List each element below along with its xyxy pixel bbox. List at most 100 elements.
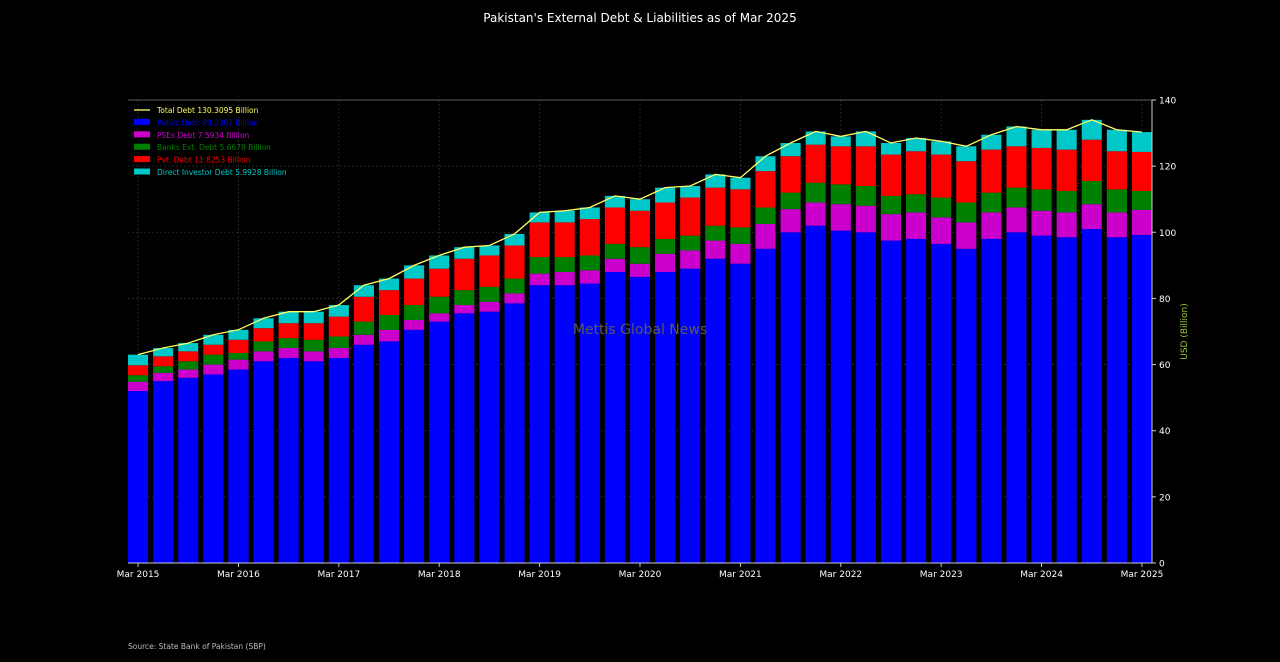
x-tick-label: Mar 2024 bbox=[1020, 570, 1063, 580]
bar-pses-0 bbox=[128, 381, 149, 392]
bar-pses-29 bbox=[855, 205, 876, 233]
x-tick-label: Mar 2019 bbox=[518, 570, 561, 580]
legend-swatch-1 bbox=[134, 131, 150, 138]
bar-public-3 bbox=[203, 374, 224, 563]
bar-pvt-22 bbox=[680, 197, 701, 236]
bar-pvt-29 bbox=[855, 146, 876, 186]
bar-public-22 bbox=[680, 268, 701, 563]
bar-pses-6 bbox=[278, 348, 299, 358]
bar-direct-30 bbox=[880, 142, 902, 155]
x-tick-label: Mar 2022 bbox=[819, 570, 862, 580]
bar-public-18 bbox=[579, 283, 600, 563]
bar-direct-37 bbox=[1056, 129, 1077, 150]
bar-banks-36 bbox=[1031, 189, 1052, 211]
bar-pvt-32 bbox=[931, 154, 952, 198]
bar-banks-26 bbox=[780, 192, 801, 210]
bar-public-27 bbox=[805, 225, 826, 563]
chart-title: Pakistan's External Debt & Liabilities a… bbox=[483, 11, 797, 25]
x-tick-label: Mar 2023 bbox=[920, 570, 963, 580]
bar-public-30 bbox=[880, 240, 902, 563]
bar-pvt-5 bbox=[253, 328, 274, 342]
bar-banks-31 bbox=[906, 194, 927, 213]
bar-direct-26 bbox=[780, 142, 801, 157]
bar-pses-34 bbox=[981, 212, 1002, 239]
bar-public-4 bbox=[228, 369, 249, 563]
bar-public-21 bbox=[655, 271, 676, 563]
bar-banks-19 bbox=[604, 243, 625, 259]
bar-banks-9 bbox=[353, 321, 374, 335]
bar-pvt-10 bbox=[378, 290, 400, 315]
bar-banks-21 bbox=[655, 238, 676, 254]
bar-banks-33 bbox=[956, 202, 977, 223]
bar-public-1 bbox=[153, 381, 174, 563]
bar-public-32 bbox=[931, 243, 952, 563]
bar-public-35 bbox=[1006, 232, 1027, 564]
watermark: Mettis Global News bbox=[573, 322, 707, 338]
bar-banks-10 bbox=[378, 314, 400, 330]
bar-pvt-11 bbox=[404, 278, 425, 306]
bar-banks-35 bbox=[1006, 187, 1027, 208]
bar-direct-39 bbox=[1106, 129, 1127, 152]
bar-direct-38 bbox=[1081, 119, 1102, 140]
y-tick-label: 60 bbox=[1159, 361, 1171, 371]
bar-public-28 bbox=[830, 230, 851, 563]
bar-pvt-4 bbox=[228, 339, 249, 353]
bar-pvt-26 bbox=[780, 156, 801, 193]
bar-public-13 bbox=[454, 313, 475, 563]
legend-label-3: Pvt. Debt 11.8253 Billion bbox=[157, 156, 251, 165]
bar-public-38 bbox=[1081, 228, 1102, 563]
bar-pses-21 bbox=[655, 253, 676, 272]
x-tick-label: Mar 2021 bbox=[719, 570, 762, 580]
bar-banks-3 bbox=[203, 354, 224, 365]
bar-public-24 bbox=[730, 263, 751, 563]
legend-label-4: Direct Investor Debt 5.9928 Billion bbox=[157, 168, 287, 177]
bar-public-0 bbox=[128, 391, 149, 563]
bar-direct-0 bbox=[128, 354, 149, 366]
bar-public-14 bbox=[479, 311, 500, 563]
x-tick-label: Mar 2018 bbox=[418, 570, 461, 580]
bar-pses-31 bbox=[906, 212, 927, 239]
y-tick-label: 40 bbox=[1159, 427, 1171, 437]
bar-direct-34 bbox=[981, 134, 1002, 150]
x-tick-label: Mar 2020 bbox=[619, 570, 662, 580]
bar-pses-36 bbox=[1031, 210, 1052, 236]
y-tick-label: 20 bbox=[1159, 493, 1171, 503]
bar-pvt-37 bbox=[1056, 149, 1077, 191]
bar-pses-37 bbox=[1056, 212, 1077, 238]
bar-pvt-20 bbox=[629, 210, 651, 248]
y-tick-label: 140 bbox=[1159, 97, 1176, 107]
bar-direct-36 bbox=[1031, 129, 1052, 148]
total-debt-line bbox=[137, 119, 1143, 356]
bar-public-16 bbox=[529, 285, 550, 563]
bar-direct-19 bbox=[604, 195, 625, 208]
bar-direct-35 bbox=[1006, 126, 1027, 147]
bar-pvt-0 bbox=[128, 365, 149, 376]
bar-pvt-9 bbox=[353, 296, 374, 322]
bar-direct-12 bbox=[429, 255, 450, 269]
source-note: Source: State Bank of Pakistan (SBP) bbox=[128, 642, 266, 651]
bar-banks-7 bbox=[303, 339, 324, 352]
bar-pses-1 bbox=[153, 372, 174, 382]
bar-pses-10 bbox=[378, 329, 400, 342]
bar-pvt-16 bbox=[529, 222, 550, 258]
bar-public-5 bbox=[253, 361, 274, 563]
bar-pses-7 bbox=[303, 351, 324, 362]
bar-pses-39 bbox=[1106, 212, 1127, 238]
bar-pses-24 bbox=[730, 243, 751, 264]
bar-direct-1 bbox=[153, 348, 174, 357]
bar-direct-22 bbox=[680, 185, 701, 198]
bar-direct-15 bbox=[504, 233, 525, 246]
bar-pses-28 bbox=[830, 204, 851, 231]
bar-banks-25 bbox=[755, 207, 776, 225]
legend-swatch-0 bbox=[134, 118, 150, 125]
bar-public-6 bbox=[278, 357, 299, 563]
bar-banks-12 bbox=[429, 296, 450, 314]
bar-pses-25 bbox=[755, 224, 776, 249]
legend-swatch-4 bbox=[134, 168, 150, 175]
bar-public-11 bbox=[404, 329, 425, 563]
bar-pses-11 bbox=[404, 319, 425, 330]
bar-pses-14 bbox=[479, 301, 500, 312]
bar-direct-32 bbox=[931, 141, 952, 155]
bar-direct-9 bbox=[353, 285, 374, 297]
bar-pvt-14 bbox=[479, 255, 500, 287]
